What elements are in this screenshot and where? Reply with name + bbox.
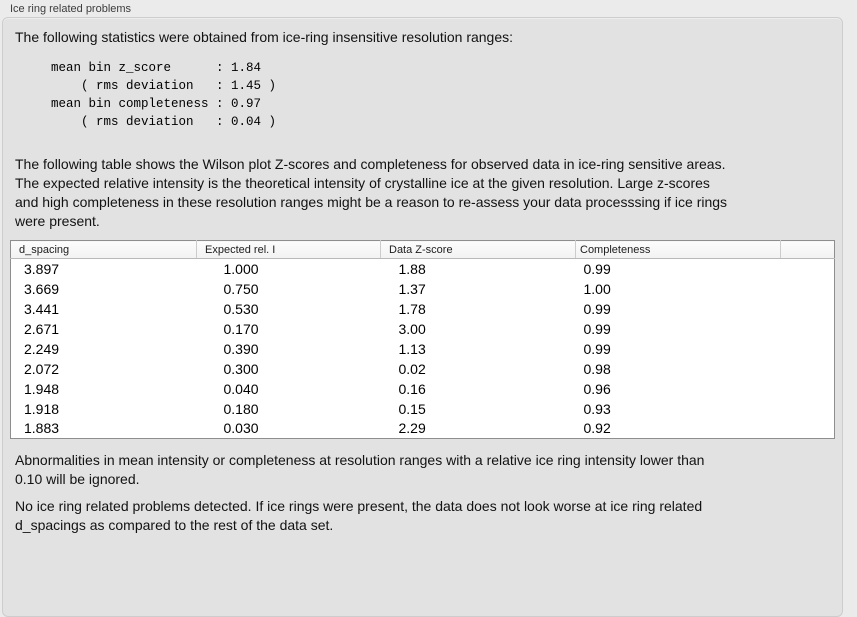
table-cell: 3.00	[398, 320, 426, 337]
table-row[interactable]: 2.671 0.170 3.00 0.99	[11, 319, 835, 339]
table-cell	[781, 379, 835, 399]
table-cell: 3.897	[24, 260, 60, 277]
table-cell: 0.93	[583, 400, 611, 417]
ignore-note-text: Abnormalities in mean intensity or compl…	[15, 452, 705, 487]
table-cell: 0.040	[223, 380, 259, 397]
table-cell: 2.072	[24, 360, 60, 377]
table-row[interactable]: 3.669 0.750 1.37 1.00	[11, 279, 835, 299]
table-cell: 0.99	[583, 260, 611, 277]
table-row[interactable]: 2.249 0.390 1.13 0.99	[11, 339, 835, 359]
table-cell	[781, 359, 835, 379]
table-cell	[781, 299, 835, 319]
section-title: Ice ring related problems	[10, 3, 132, 15]
table-row[interactable]: 1.918 0.180 0.15 0.93	[11, 399, 835, 419]
table-cell: 1.37	[398, 280, 426, 297]
table-cell: 3.441	[24, 300, 60, 317]
table-cell	[781, 319, 835, 339]
table-cell: 0.98	[583, 360, 611, 377]
table-cell: 2.249	[24, 340, 60, 357]
table-cell: 1.13	[398, 340, 426, 357]
table-description-text: The following table shows the Wilson plo…	[15, 156, 728, 229]
table-cell: 1.918	[24, 400, 60, 417]
table-cell: 0.030	[223, 420, 259, 437]
table-cell	[781, 279, 835, 299]
table-cell: 0.16	[398, 380, 426, 397]
table-cell: 0.15	[398, 400, 426, 417]
stats-intro-text: The following statistics were obtained f…	[15, 29, 514, 45]
conclusion-text: No ice ring related problems detected. I…	[15, 498, 703, 533]
table-cell: 0.96	[583, 380, 611, 397]
table-cell: 2.671	[24, 320, 60, 337]
table-cell: 0.92	[583, 420, 611, 437]
table-cell: 0.390	[223, 340, 259, 357]
column-header-empty[interactable]	[780, 240, 835, 259]
table-cell: 0.99	[583, 300, 611, 317]
table-cell: 3.669	[24, 280, 60, 297]
table-cell: 2.29	[398, 420, 426, 437]
table-row[interactable]: 1.883 0.030 2.29 0.92	[11, 419, 835, 439]
table-cell: 1.883	[24, 420, 60, 437]
table-cell: 0.02	[398, 360, 426, 377]
column-header-d-spacing[interactable]: d_spacing	[10, 240, 197, 259]
table-cell: 0.300	[223, 360, 259, 377]
table-cell: 0.750	[223, 280, 259, 297]
table-cell: 1.88	[398, 260, 426, 277]
table-row[interactable]: 3.897 1.000 1.88 0.99	[11, 259, 835, 279]
table-cell: 0.99	[583, 320, 611, 337]
table-cell: 1.00	[583, 280, 611, 297]
table-cell: 1.78	[398, 300, 426, 317]
table-header-row: d_spacing Expected rel. I Data Z-score C…	[10, 240, 835, 259]
column-header-expected-rel-i[interactable]: Expected rel. I	[196, 240, 381, 259]
table-cell: 0.99	[583, 340, 611, 357]
column-header-completeness[interactable]: Completeness	[575, 240, 781, 259]
table-cell: 1.948	[24, 380, 60, 397]
table-cell: 0.530	[223, 300, 259, 317]
ice-ring-panel: The following statistics were obtained f…	[2, 17, 843, 617]
table-row[interactable]: 2.072 0.300 0.02 0.98	[11, 359, 835, 379]
column-header-data-z-score[interactable]: Data Z-score	[380, 240, 576, 259]
table-cell: 1.000	[223, 260, 259, 277]
table-cell	[781, 259, 835, 279]
table-row[interactable]: 3.441 0.530 1.78 0.99	[11, 299, 835, 319]
ice-ring-table: d_spacing Expected rel. I Data Z-score C…	[10, 240, 835, 439]
table-cell	[781, 419, 835, 439]
table-cell: 0.170	[223, 320, 259, 337]
stats-block: mean bin z_score : 1.84 ( rms deviation …	[51, 61, 277, 129]
table-cell: 0.180	[223, 400, 259, 417]
table-row[interactable]: 1.948 0.040 0.16 0.96	[11, 379, 835, 399]
table-cell	[781, 339, 835, 359]
table-cell	[781, 399, 835, 419]
